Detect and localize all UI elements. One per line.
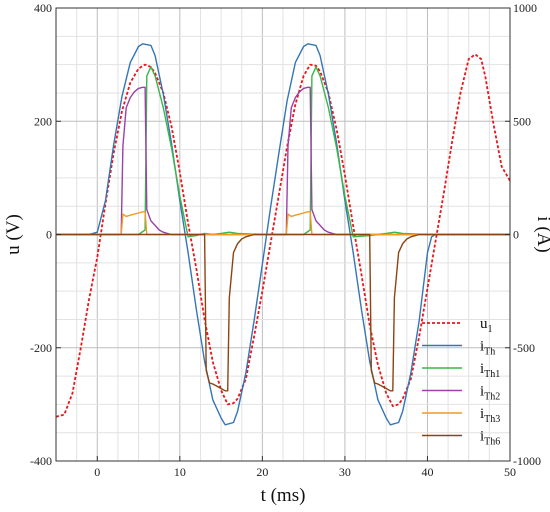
left-y-tick-label: 200 [34, 114, 52, 128]
x-axis-title: t (ms) [261, 485, 306, 506]
x-tick-label: 20 [256, 465, 268, 479]
series-line-iTh6 [56, 233, 510, 392]
legend-label-u1: u1 [480, 316, 493, 335]
left-y-tick-label: 400 [34, 1, 52, 15]
legend-label-iTh1: iTh1 [480, 361, 500, 380]
legend-label-iTh: iTh [480, 339, 495, 358]
series-line-iTh [56, 43, 510, 426]
x-tick-label: 40 [421, 465, 433, 479]
right-y-tick-label: 1000 [513, 1, 537, 15]
right-y-tick-label: 500 [513, 114, 531, 128]
plot-series [55, 43, 511, 426]
axis-ticks: 0 10 20 30 40 50 -400 -200 0 200 400 -1000 -500 0 500 1… [30, 1, 541, 479]
series-line-u1 [55, 53, 511, 418]
left-y-axis-title: u (V) [3, 214, 24, 255]
legend-label-iTh6: iTh6 [480, 429, 500, 448]
legend-label-iTh3: iTh3 [480, 406, 500, 425]
legend-label-iTh2: iTh2 [480, 384, 500, 403]
left-y-tick-label: -200 [30, 341, 52, 355]
x-tick-label: 10 [174, 465, 186, 479]
x-tick-label: 0 [94, 465, 100, 479]
legend: u1 iTh iTh1 iTh2 iTh3 iTh6 [422, 316, 500, 448]
right-y-tick-label: 0 [513, 228, 519, 242]
right-y-tick-label: -1000 [513, 454, 541, 468]
left-y-tick-label: -400 [30, 454, 52, 468]
right-y-tick-label: -500 [513, 341, 535, 355]
x-tick-label: 30 [339, 465, 351, 479]
left-y-tick-label: 0 [46, 228, 52, 242]
right-y-axis-title: i (A) [533, 216, 550, 252]
x-tick-label: 50 [504, 465, 516, 479]
